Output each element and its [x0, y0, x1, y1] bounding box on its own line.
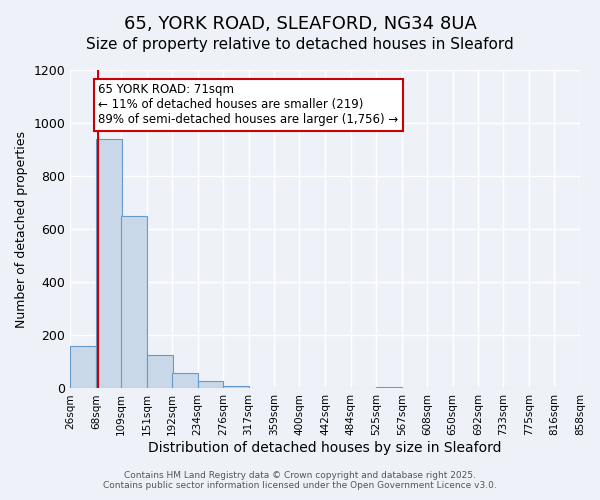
Y-axis label: Number of detached properties: Number of detached properties [15, 130, 28, 328]
Text: 65 YORK ROAD: 71sqm
← 11% of detached houses are smaller (219)
89% of semi-detac: 65 YORK ROAD: 71sqm ← 11% of detached ho… [98, 84, 399, 126]
Bar [198, 381, 223, 388]
Text: Size of property relative to detached houses in Sleaford: Size of property relative to detached ho… [86, 38, 514, 52]
Bar [70, 346, 96, 389]
Bar [121, 216, 147, 388]
Text: Contains HM Land Registry data © Crown copyright and database right 2025.
Contai: Contains HM Land Registry data © Crown c… [103, 470, 497, 490]
Bar [172, 373, 198, 388]
X-axis label: Distribution of detached houses by size in Sleaford: Distribution of detached houses by size … [148, 441, 502, 455]
Bar [147, 356, 173, 388]
Bar [376, 387, 402, 388]
Bar [223, 386, 249, 388]
Bar [96, 139, 122, 388]
Text: 65, YORK ROAD, SLEAFORD, NG34 8UA: 65, YORK ROAD, SLEAFORD, NG34 8UA [124, 15, 476, 33]
